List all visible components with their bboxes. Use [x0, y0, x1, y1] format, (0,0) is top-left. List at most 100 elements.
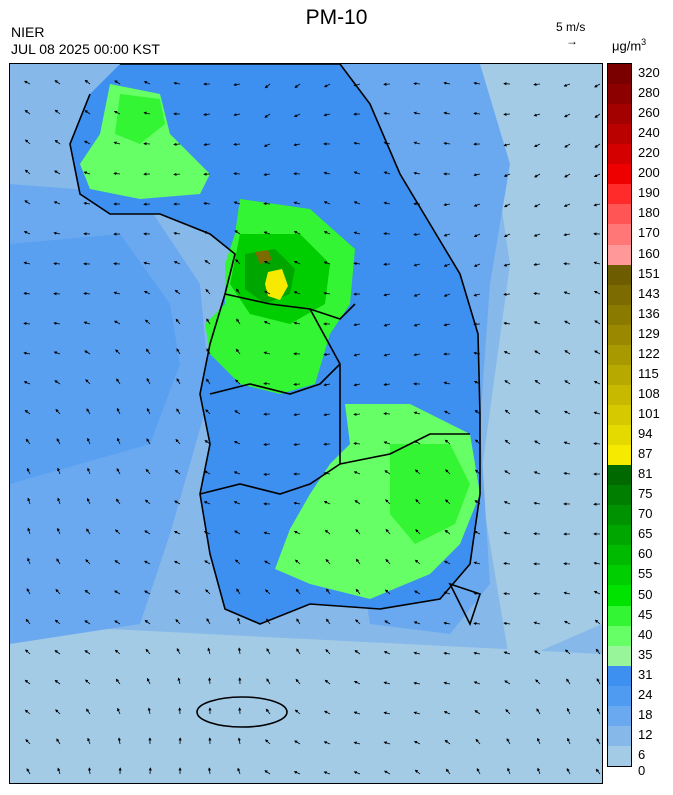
wind-arrow	[146, 677, 151, 685]
wind-arrow	[53, 201, 61, 205]
map-title: PM-10	[305, 6, 368, 29]
colorbar-segment	[608, 184, 631, 205]
wind-arrow	[445, 499, 451, 505]
wind-arrow	[353, 711, 361, 715]
wind-arrow	[203, 470, 211, 475]
wind-arrow	[293, 201, 301, 205]
wind-arrow	[87, 437, 91, 445]
wind-arrow	[264, 770, 271, 775]
wind-arrow	[145, 648, 151, 655]
wind-arrow	[323, 201, 331, 205]
colorbar-segment	[608, 565, 631, 586]
wind-arrow	[174, 590, 181, 595]
wind-arrow	[25, 618, 31, 625]
colorbar-tick-label: 143	[638, 285, 660, 301]
wind-arrow	[443, 381, 451, 385]
colorbar-tick-label: 122	[638, 345, 660, 361]
wind-arrow	[415, 499, 421, 505]
wind-arrow	[593, 173, 601, 178]
colorbar-segment	[608, 465, 631, 486]
wind-arrow	[264, 560, 271, 565]
colorbar-segment	[608, 625, 631, 647]
wind-arrow	[85, 379, 91, 385]
wind-arrow	[237, 737, 241, 745]
map-canvas	[10, 64, 602, 783]
wind-arrow	[86, 497, 91, 505]
wind-arrow	[113, 141, 121, 145]
wind-arrow	[235, 348, 241, 355]
wind-arrow	[533, 291, 541, 296]
wind-arrow	[266, 648, 271, 655]
colorbar-tick-label: 65	[638, 526, 653, 542]
wind-arrow	[294, 740, 301, 745]
wind-arrow	[443, 293, 451, 297]
wind-arrow	[54, 109, 61, 115]
wind-arrow	[473, 173, 481, 177]
wind-arrow	[233, 142, 241, 146]
colorbar-tick-label: 260	[638, 105, 660, 121]
colorbar-tick-label: 170	[638, 225, 660, 241]
colorbar-segment	[608, 485, 631, 506]
wind-arrow	[85, 559, 91, 565]
colorbar-tick-label: 200	[638, 165, 660, 181]
wind-arrow	[173, 81, 181, 85]
wind-arrow	[353, 680, 361, 685]
wind-arrow	[176, 647, 181, 655]
wind-arrow	[503, 143, 511, 147]
wind-arrow	[444, 739, 451, 745]
wind-arrow	[535, 679, 541, 685]
wind-arrow	[233, 113, 241, 117]
wind-arrow	[295, 588, 301, 595]
wind-arrow	[473, 651, 481, 655]
wind-arrow	[206, 348, 211, 355]
wind-arrow	[473, 81, 481, 85]
wind-arrow	[594, 350, 601, 355]
wind-arrow	[593, 442, 601, 446]
wind-arrow	[413, 353, 421, 357]
wind-arrow	[563, 113, 571, 118]
colorbar-segment	[608, 204, 631, 225]
wind-arrow	[146, 438, 151, 445]
wind-arrow	[414, 769, 421, 775]
wind-arrow	[503, 263, 511, 267]
wind-arrow	[145, 468, 151, 475]
wind-arrow	[25, 739, 31, 745]
wind-arrow	[473, 591, 481, 596]
wind-arrow	[326, 588, 331, 595]
wind-arrow	[175, 438, 181, 445]
colorbar-segment	[608, 745, 631, 767]
wind-arrow	[563, 591, 571, 595]
wind-arrow	[24, 139, 31, 145]
pm10-north-west-zone	[80, 84, 210, 199]
wind-arrow	[56, 738, 61, 745]
wind-arrow	[323, 413, 331, 417]
wind-arrow	[353, 353, 361, 357]
wind-arrow	[24, 679, 31, 685]
wind-arrow	[204, 560, 211, 565]
wind-arrow	[204, 440, 211, 445]
wind-arrow	[414, 469, 421, 475]
colorbar-segment	[608, 124, 631, 145]
wind-arrow	[413, 323, 421, 327]
wind-arrow	[263, 231, 271, 235]
wind-arrow	[503, 321, 511, 325]
wind-arrow	[293, 442, 301, 447]
wind-arrow	[293, 530, 301, 535]
wind-arrow	[27, 557, 31, 565]
wind-arrow	[534, 650, 541, 655]
colorbar-tick-label: 31	[638, 666, 653, 682]
wind-arrow	[443, 410, 451, 415]
coastline-boundaries	[69, 64, 482, 728]
wind-arrow	[173, 172, 181, 176]
wind-arrow	[443, 141, 451, 146]
wind-arrow	[563, 620, 571, 625]
wind-arrow	[473, 530, 481, 535]
wind-arrow	[353, 771, 361, 775]
wind-arrow	[474, 710, 481, 715]
wind-arrow	[263, 143, 271, 147]
wind-arrow	[293, 771, 301, 775]
colorbar-tick-label: 50	[638, 586, 653, 602]
wind-arrow	[474, 409, 481, 415]
wind-arrow	[263, 202, 271, 206]
wind-arrow	[177, 677, 181, 685]
